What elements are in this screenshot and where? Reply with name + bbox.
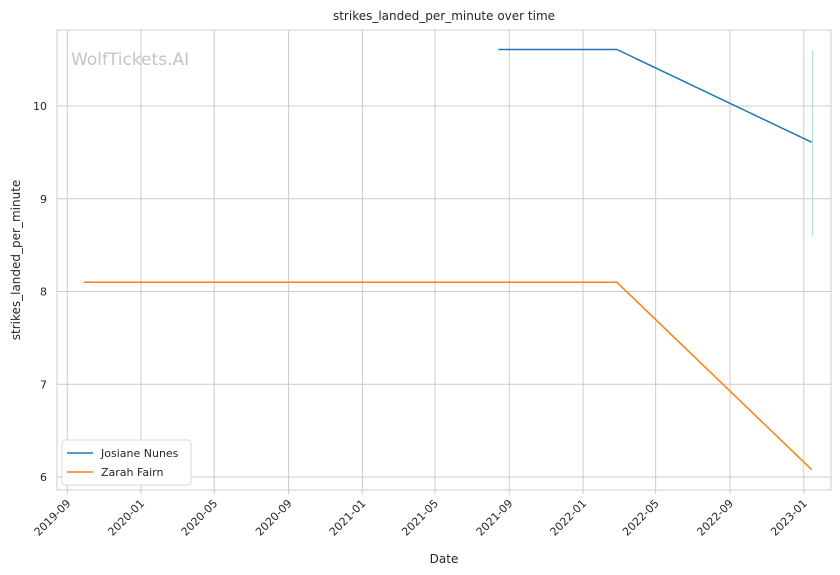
legend: Josiane Nunes Zarah Fairn — [61, 439, 192, 486]
y-tick-label: 9 — [40, 193, 47, 206]
legend-label: Zarah Fairn — [101, 466, 163, 479]
y-tick-label: 8 — [40, 286, 47, 299]
legend-label: Josiane Nunes — [100, 447, 179, 460]
plot-frame — [56, 29, 832, 491]
x-axis-label: Date — [430, 552, 459, 566]
y-tick-label: 6 — [40, 471, 47, 484]
y-tick-label: 10 — [33, 100, 47, 113]
y-axis-label: strikes_landed_per_minute — [9, 180, 23, 341]
y-axis-ticks: 6 7 8 9 10 — [33, 100, 47, 484]
legend-box — [61, 439, 192, 486]
chart-title: strikes_landed_per_minute over time — [333, 9, 555, 23]
series-line — [498, 48, 812, 143]
y-tick-label: 7 — [40, 378, 47, 391]
series-group — [83, 48, 814, 471]
series-line — [83, 281, 813, 471]
watermark: WolfTickets.AI — [71, 50, 189, 70]
